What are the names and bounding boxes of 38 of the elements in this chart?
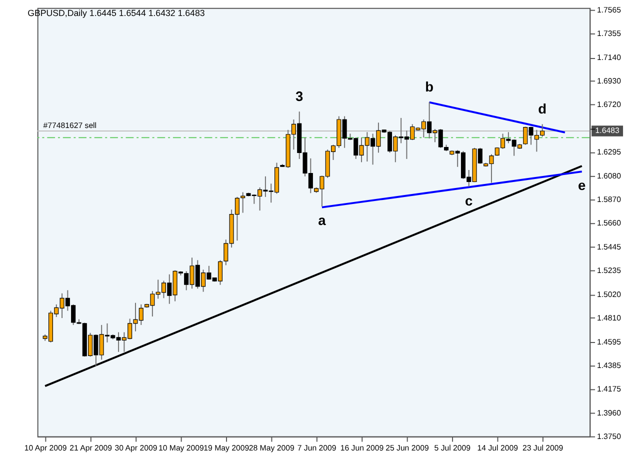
annotation: b <box>425 79 434 94</box>
y-tick-label: 1.5870 <box>596 194 622 204</box>
x-tick-label: 5 Jul 2009 <box>434 444 471 453</box>
x-tick-label: 21 Apr 2009 <box>70 444 112 453</box>
y-tick-label: 1.5445 <box>596 242 622 252</box>
y-tick-label: 1.6720 <box>596 100 622 109</box>
x-tick-label: 14 Jul 2009 <box>477 444 518 453</box>
y-tick-label: 1.7565 <box>596 6 622 15</box>
y-tick-label: 1.4385 <box>596 360 622 370</box>
y-tick-label: 1.3960 <box>596 408 622 418</box>
y-tick-label: 1.6295 <box>596 147 622 156</box>
x-tick-label: 10 May 2009 <box>158 444 204 453</box>
y-tick-label: 1.4595 <box>596 337 622 346</box>
y-tick-label: 1.5020 <box>596 290 622 299</box>
annotation: e <box>578 178 586 194</box>
x-tick-label: 7 Jun 2009 <box>297 444 336 453</box>
y-tick-label: 1.6080 <box>596 171 622 180</box>
y-tick-label: 1.7355 <box>596 29 622 38</box>
annotation: c <box>465 193 474 208</box>
y-tick-label: 1.4175 <box>596 384 622 394</box>
ref-line-label: 1.6483 <box>595 126 620 135</box>
annotation: a <box>318 213 326 228</box>
y-tick-label: 1.4810 <box>596 313 622 322</box>
x-tick-label: 19 May 2009 <box>204 444 250 453</box>
annotation: d <box>538 101 547 116</box>
x-tick-label: 30 Apr 2009 <box>114 444 158 453</box>
x-tick-label: 23 Jul 2009 <box>522 444 564 453</box>
y-tick-label: 1.7140 <box>596 53 622 62</box>
y-tick-label: 1.5660 <box>596 218 622 228</box>
x-tick-label: 25 Jun 2009 <box>386 444 429 453</box>
x-tick-label: 10 Apr 2009 <box>24 444 67 453</box>
ref-line-label: #77481627 sell <box>43 120 97 130</box>
y-tick-label: 1.3750 <box>596 432 622 441</box>
x-tick-label: 16 Jun 2009 <box>340 444 384 453</box>
x-tick-label: 28 May 2009 <box>248 444 294 453</box>
annotation: 3 <box>296 88 304 104</box>
y-tick-label: 1.6930 <box>596 76 622 86</box>
y-tick-label: 1.5235 <box>596 266 622 275</box>
